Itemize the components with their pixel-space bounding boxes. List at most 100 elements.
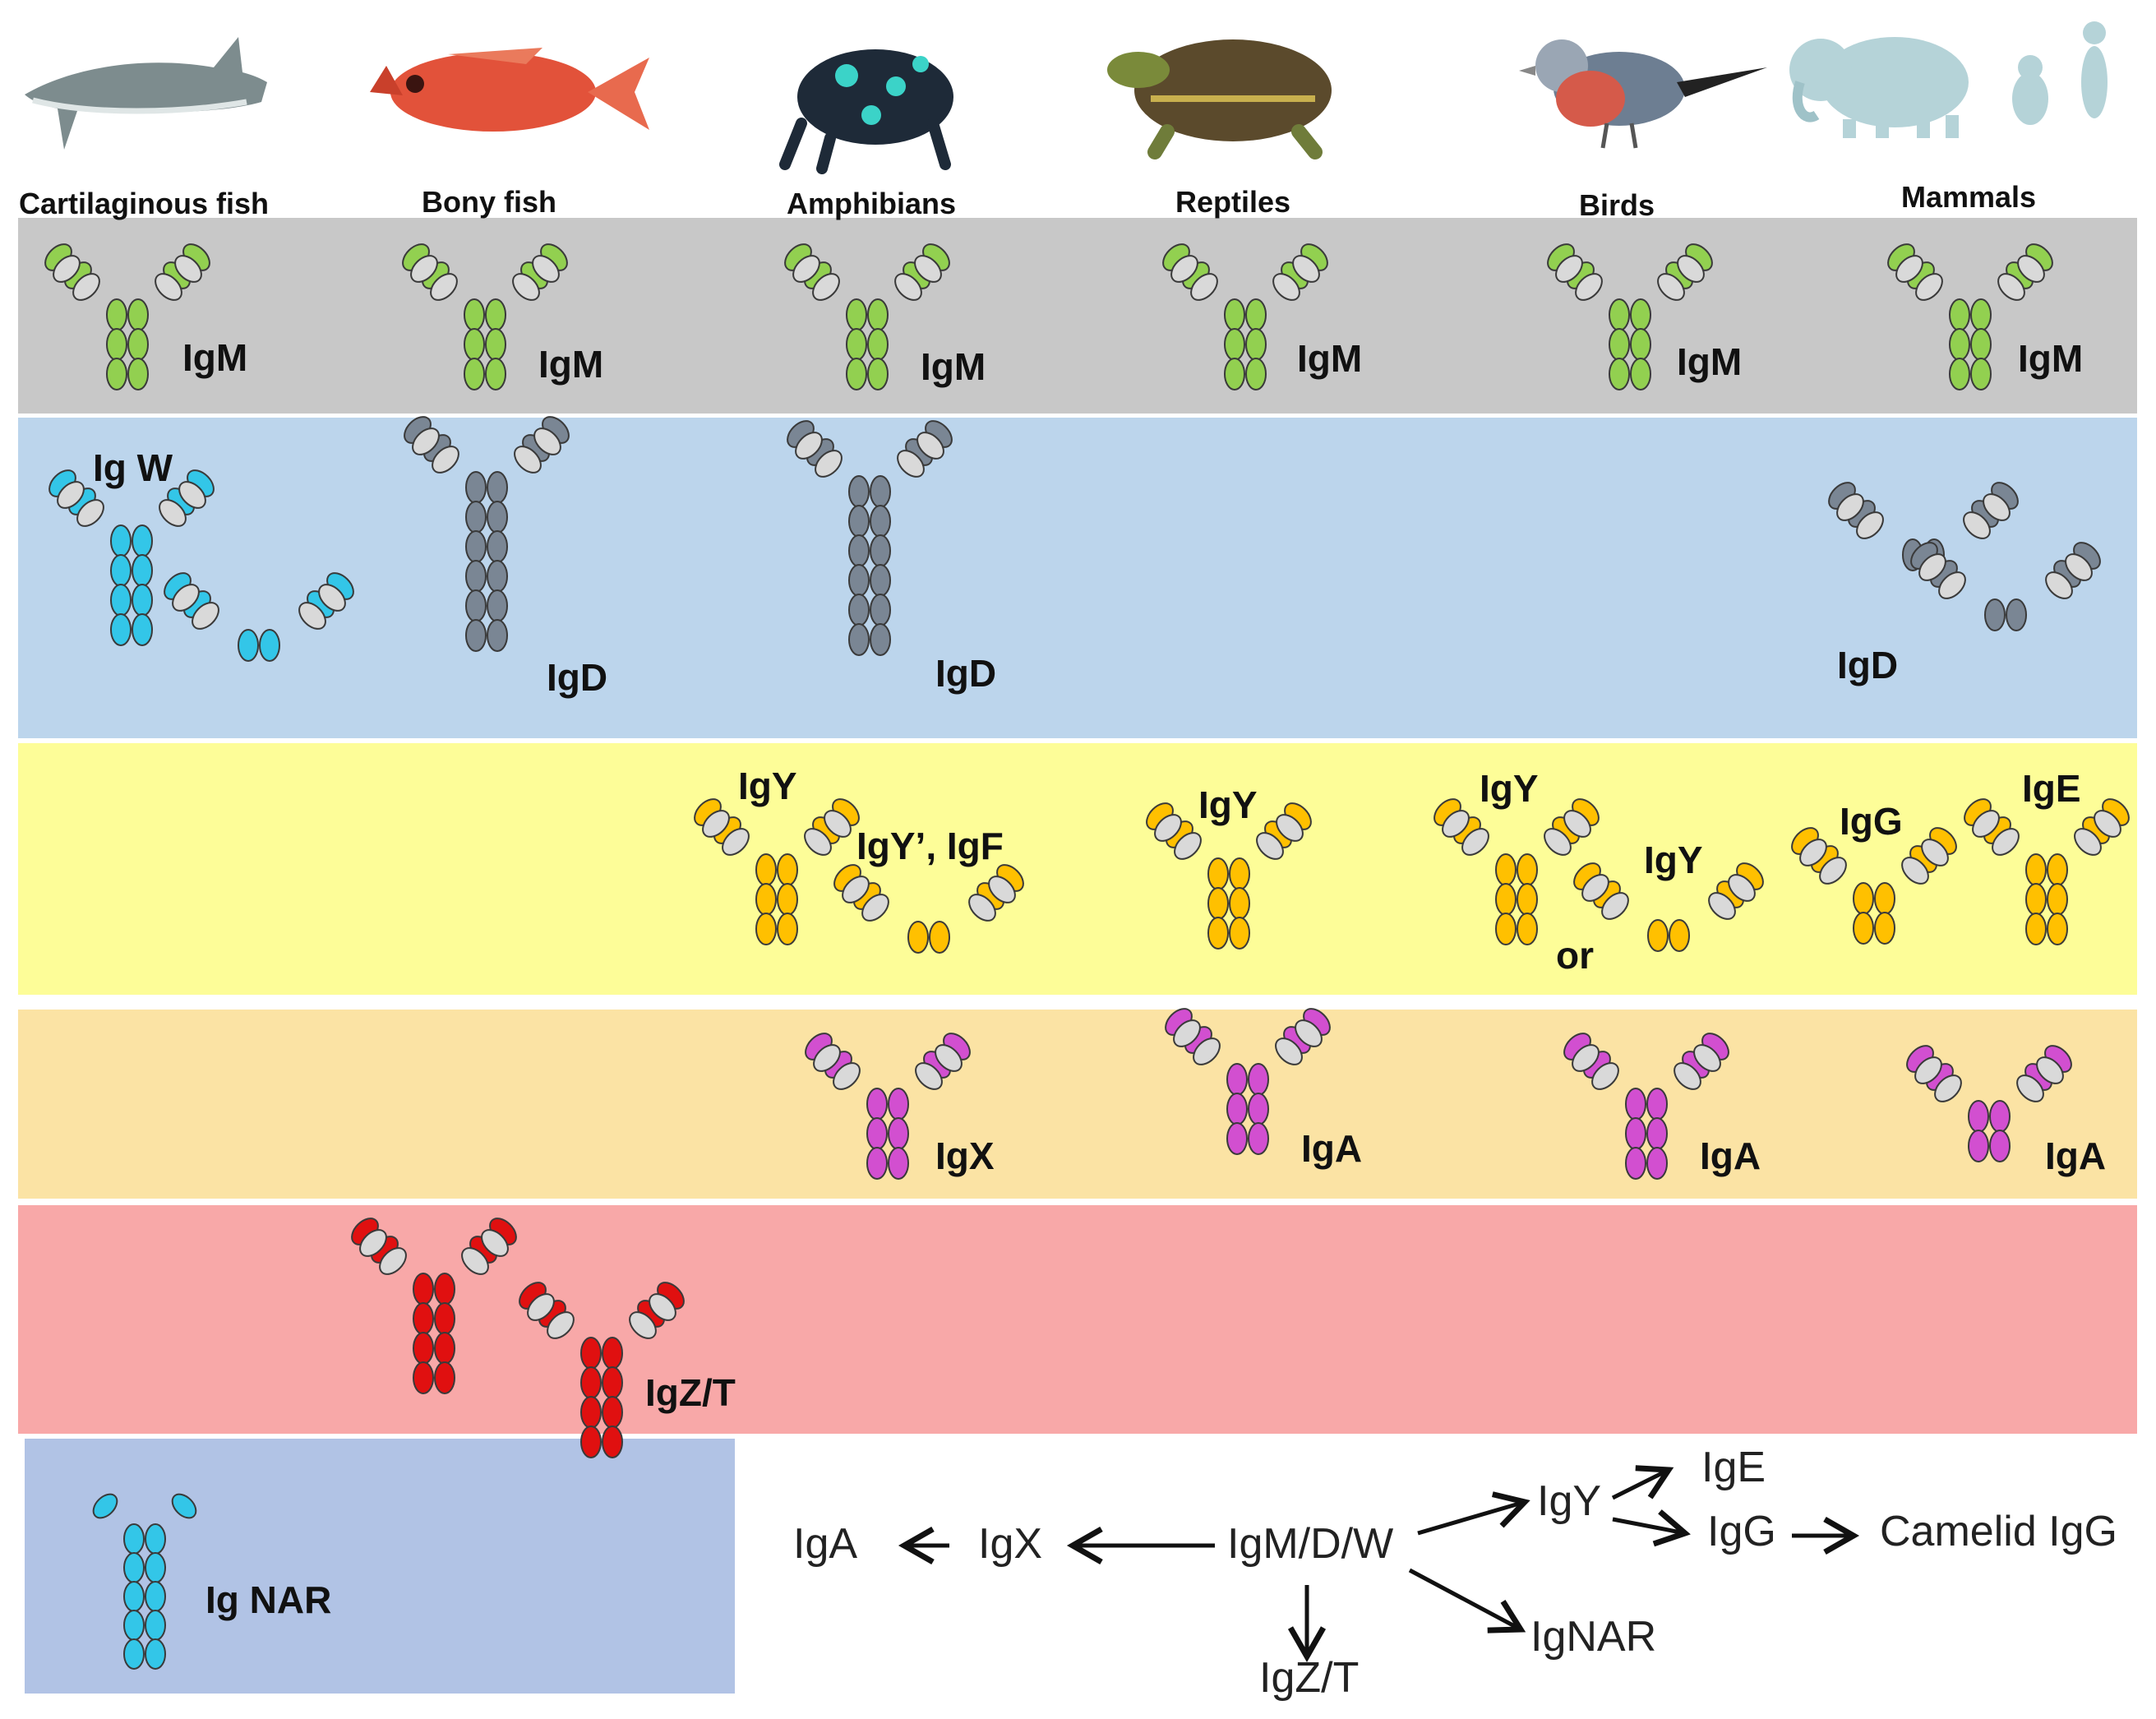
ig-domain — [842, 876, 870, 903]
ig-domain — [702, 810, 730, 838]
ig-domain — [888, 1088, 909, 1121]
ig-domain — [465, 501, 487, 534]
label-igd-bony: IgD — [547, 656, 607, 699]
label-igm-mammals: IgM — [2018, 337, 2083, 380]
ig-domain — [848, 475, 870, 508]
ig-domain — [1245, 328, 1267, 361]
ig-domain — [487, 589, 508, 622]
ig-domain — [2047, 913, 2068, 945]
ig-domain — [988, 876, 1016, 903]
label-iga-mammals: IgA — [2045, 1134, 2106, 1177]
flow-igy: IgY — [1537, 1477, 1601, 1525]
igm-antibody-4 — [1547, 243, 1713, 390]
bird-icon — [1519, 39, 1767, 149]
ig-domain — [602, 1396, 623, 1429]
ig-domain — [1256, 832, 1284, 860]
ig-domain — [1295, 1019, 1323, 1047]
ig-domain — [824, 810, 852, 838]
ig-domain — [2025, 853, 2047, 886]
label-igz-t: IgZ/T — [645, 1371, 736, 1414]
ig-domain — [127, 298, 149, 331]
ig-domain — [813, 1044, 841, 1072]
ig-domain — [171, 1493, 197, 1519]
ig-domain — [1677, 255, 1705, 283]
ig-domain — [1229, 887, 1250, 920]
igd-antibody-bony — [404, 416, 570, 652]
header-mammals: Mammals — [1901, 180, 2036, 214]
ig-domain — [464, 298, 485, 331]
ig-domain — [1226, 1122, 1248, 1155]
ig-domain — [1963, 511, 1991, 539]
ig-domain — [1630, 298, 1651, 331]
ig-domain — [1170, 255, 1198, 283]
igd-antibody-amphibians — [787, 420, 953, 656]
ig-domain — [430, 273, 458, 301]
ig-domain — [1572, 1044, 1600, 1072]
ig-domain — [580, 1337, 602, 1370]
ig-domain — [1970, 328, 1992, 361]
ig-domain — [1799, 839, 1827, 866]
ig-domain — [1625, 1088, 1646, 1121]
igy-flat-amphibians — [833, 864, 1024, 954]
ig-domain — [132, 554, 153, 587]
header-cartilaginous-fish: Cartilaginous fish — [19, 187, 269, 220]
ig-domain — [413, 1332, 434, 1365]
ig-domain — [465, 530, 487, 563]
ig-domain — [110, 613, 132, 646]
ige-antibody — [1964, 798, 2130, 945]
flow-igx: IgX — [978, 1520, 1042, 1568]
flow-igm-d-w: IgM/D/W — [1227, 1520, 1393, 1568]
ig-domain — [1207, 887, 1229, 920]
ig-domain — [1173, 1019, 1201, 1047]
label-igm-reptiles: IgM — [1297, 337, 1362, 380]
ig-domain — [512, 273, 540, 301]
ig-domain — [465, 619, 487, 652]
ig-domain — [580, 1396, 602, 1429]
ig-domain — [106, 358, 127, 390]
ig-domain — [123, 1610, 145, 1641]
ig-domain — [848, 505, 870, 538]
ig-domain — [1193, 1037, 1221, 1065]
ig-domain — [602, 1426, 623, 1458]
label-igd-amphibians: IgD — [935, 652, 996, 695]
ig-domain — [132, 584, 153, 617]
ig-domain — [1229, 917, 1250, 950]
label-igw: Ig W — [93, 446, 173, 489]
ig-domain — [1563, 810, 1591, 838]
ig-domain — [846, 328, 867, 361]
ig-domain — [127, 328, 149, 361]
flow-igg: IgG — [1707, 1508, 1776, 1555]
ig-domain — [465, 560, 487, 593]
label-igm-birds: IgM — [1677, 340, 1742, 383]
ig-domain — [172, 584, 200, 612]
ig-domain — [1708, 892, 1736, 920]
ig-domain — [1934, 1074, 1962, 1102]
ig-domain — [1630, 328, 1651, 361]
row-igm — [18, 218, 2137, 414]
ig-domain — [532, 255, 560, 283]
arrow-to-igg — [1612, 1509, 1691, 1547]
ig-domain — [1836, 493, 1864, 521]
ig-domain — [514, 446, 542, 474]
ig-domain — [846, 358, 867, 390]
ig-domain — [1517, 913, 1538, 945]
ig-domain — [1591, 1062, 1619, 1090]
ig-domain — [410, 255, 438, 283]
label-igy-reptiles: IgY — [1198, 783, 1258, 826]
ig-domain — [123, 1638, 145, 1670]
turtle-icon — [1107, 39, 1332, 159]
ig-domain — [106, 298, 127, 331]
row-igd — [18, 418, 2137, 738]
ig-domain — [547, 1311, 575, 1339]
ig-domain — [1207, 917, 1229, 950]
ig-domain — [815, 450, 843, 478]
ig-domain — [870, 594, 891, 626]
header-bony-fish: Bony fish — [422, 185, 556, 219]
igm-antibody-0 — [44, 243, 210, 390]
ig-domain — [465, 589, 487, 622]
ig-domain — [1938, 571, 1966, 599]
ig-domain — [1245, 358, 1267, 390]
flow-igz-t: IgZ/T — [1259, 1654, 1359, 1702]
ig-domain — [1272, 273, 1300, 301]
arrow-to-ignar — [1408, 1568, 1526, 1634]
